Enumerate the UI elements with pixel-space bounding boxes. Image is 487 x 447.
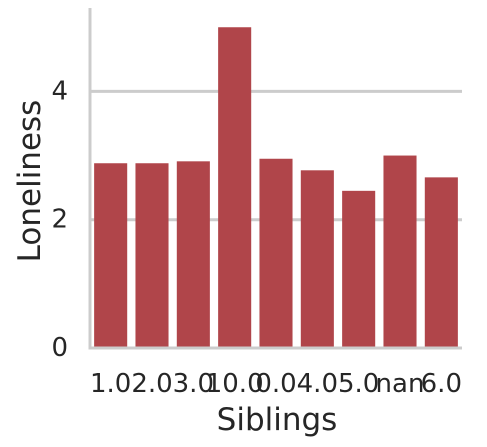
x-tick-label: 10.0	[206, 369, 264, 399]
bar	[135, 163, 169, 348]
bars	[94, 27, 458, 349]
bar	[176, 161, 210, 348]
x-axis-label: Siblings	[217, 402, 338, 438]
x-tick-label: 5.0	[338, 369, 379, 399]
y-tick-label: 0	[51, 333, 68, 363]
bar	[342, 190, 376, 348]
bar	[300, 170, 334, 348]
y-tick-label: 2	[51, 205, 68, 235]
x-tick-label: nan	[376, 369, 425, 399]
bar	[94, 163, 128, 348]
x-tick-label: 0.0	[255, 369, 296, 399]
x-tick-label: 3.0	[173, 369, 214, 399]
x-tick-label: 1.0	[90, 369, 131, 399]
y-axis-label: Loneliness	[12, 100, 48, 263]
bar	[259, 158, 293, 348]
y-tick-labels: 0 2 4	[51, 76, 68, 363]
bar	[383, 155, 417, 348]
x-tick-label: 6.0	[421, 369, 462, 399]
bar	[218, 27, 252, 349]
x-tick-label: 2.0	[131, 369, 172, 399]
y-tick-label: 4	[51, 76, 68, 106]
bar	[424, 177, 458, 348]
x-tick-label: 4.0	[297, 369, 338, 399]
